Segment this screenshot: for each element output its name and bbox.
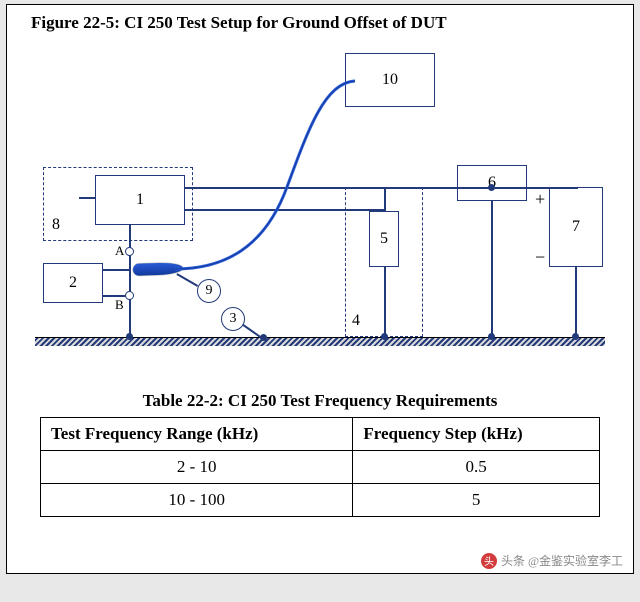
label-b: B (115, 297, 124, 313)
label-a: A (115, 243, 124, 259)
node-5-ground (381, 333, 388, 340)
wire-6-7-top (527, 187, 577, 189)
wire-6-ground (491, 201, 493, 337)
node-b (125, 291, 134, 300)
watermark: 头 头条 @金鉴实验室李工 (481, 552, 623, 569)
plus-sign: + (535, 189, 545, 210)
box-1: 1 (95, 175, 185, 225)
box-10: 10 (345, 53, 435, 107)
region-4-label: 4 (352, 312, 360, 330)
box-7: 7 (549, 187, 603, 267)
node-rail-6 (488, 184, 495, 191)
leader-3-dot (260, 334, 267, 341)
cell-range-1: 10 - 100 (41, 484, 353, 517)
box-10-label: 10 (382, 71, 398, 89)
cell-step-1: 5 (353, 484, 600, 517)
figure-diagram: 8 1 2 10 4 5 6 7 + − (25, 37, 615, 367)
circ-3-label: 3 (230, 311, 237, 327)
box-5: 5 (369, 211, 399, 267)
col-range: Test Frequency Range (kHz) (41, 418, 353, 451)
leader-9 (177, 273, 199, 286)
figure-title: Figure 22-5: CI 250 Test Setup for Groun… (31, 13, 623, 33)
ground-plane (35, 337, 605, 346)
wire-7-ground (575, 267, 577, 337)
node-a (125, 247, 134, 256)
wire-box1-b (185, 209, 385, 211)
node-vert-ground (126, 333, 133, 340)
node-7-ground (572, 333, 579, 340)
wire-vert-ab (129, 225, 131, 337)
table-row: 2 - 10 0.5 (41, 451, 600, 484)
wire-2-a (103, 269, 129, 271)
document-page: Figure 22-5: CI 250 Test Setup for Groun… (6, 4, 634, 574)
col-step: Frequency Step (kHz) (353, 418, 600, 451)
watermark-text: 头条 @金鉴实验室李工 (501, 552, 623, 569)
frequency-table: Test Frequency Range (kHz) Frequency Ste… (40, 417, 600, 517)
box-2: 2 (43, 263, 103, 303)
table-header-row: Test Frequency Range (kHz) Frequency Ste… (41, 418, 600, 451)
minus-sign: − (535, 247, 545, 268)
wire-1-left (79, 197, 95, 199)
region-8-label: 8 (52, 216, 60, 234)
box-7-label: 7 (572, 218, 580, 236)
wire-5-ground (384, 267, 386, 337)
box-2-label: 2 (69, 274, 77, 292)
box-6: 6 (457, 165, 527, 201)
cell-step-0: 0.5 (353, 451, 600, 484)
circ-9: 9 (197, 279, 221, 303)
circ-9-label: 9 (206, 283, 213, 299)
wire-top-rail (185, 187, 578, 189)
cell-range-0: 2 - 10 (41, 451, 353, 484)
watermark-icon: 头 (481, 553, 497, 569)
node-6-ground (488, 333, 495, 340)
circ-3: 3 (221, 307, 245, 331)
wire-to-5 (384, 187, 386, 211)
table-title: Table 22-2: CI 250 Test Frequency Requir… (17, 391, 623, 411)
table-row: 10 - 100 5 (41, 484, 600, 517)
box-5-label: 5 (380, 230, 388, 248)
box-1-label: 1 (136, 191, 144, 209)
